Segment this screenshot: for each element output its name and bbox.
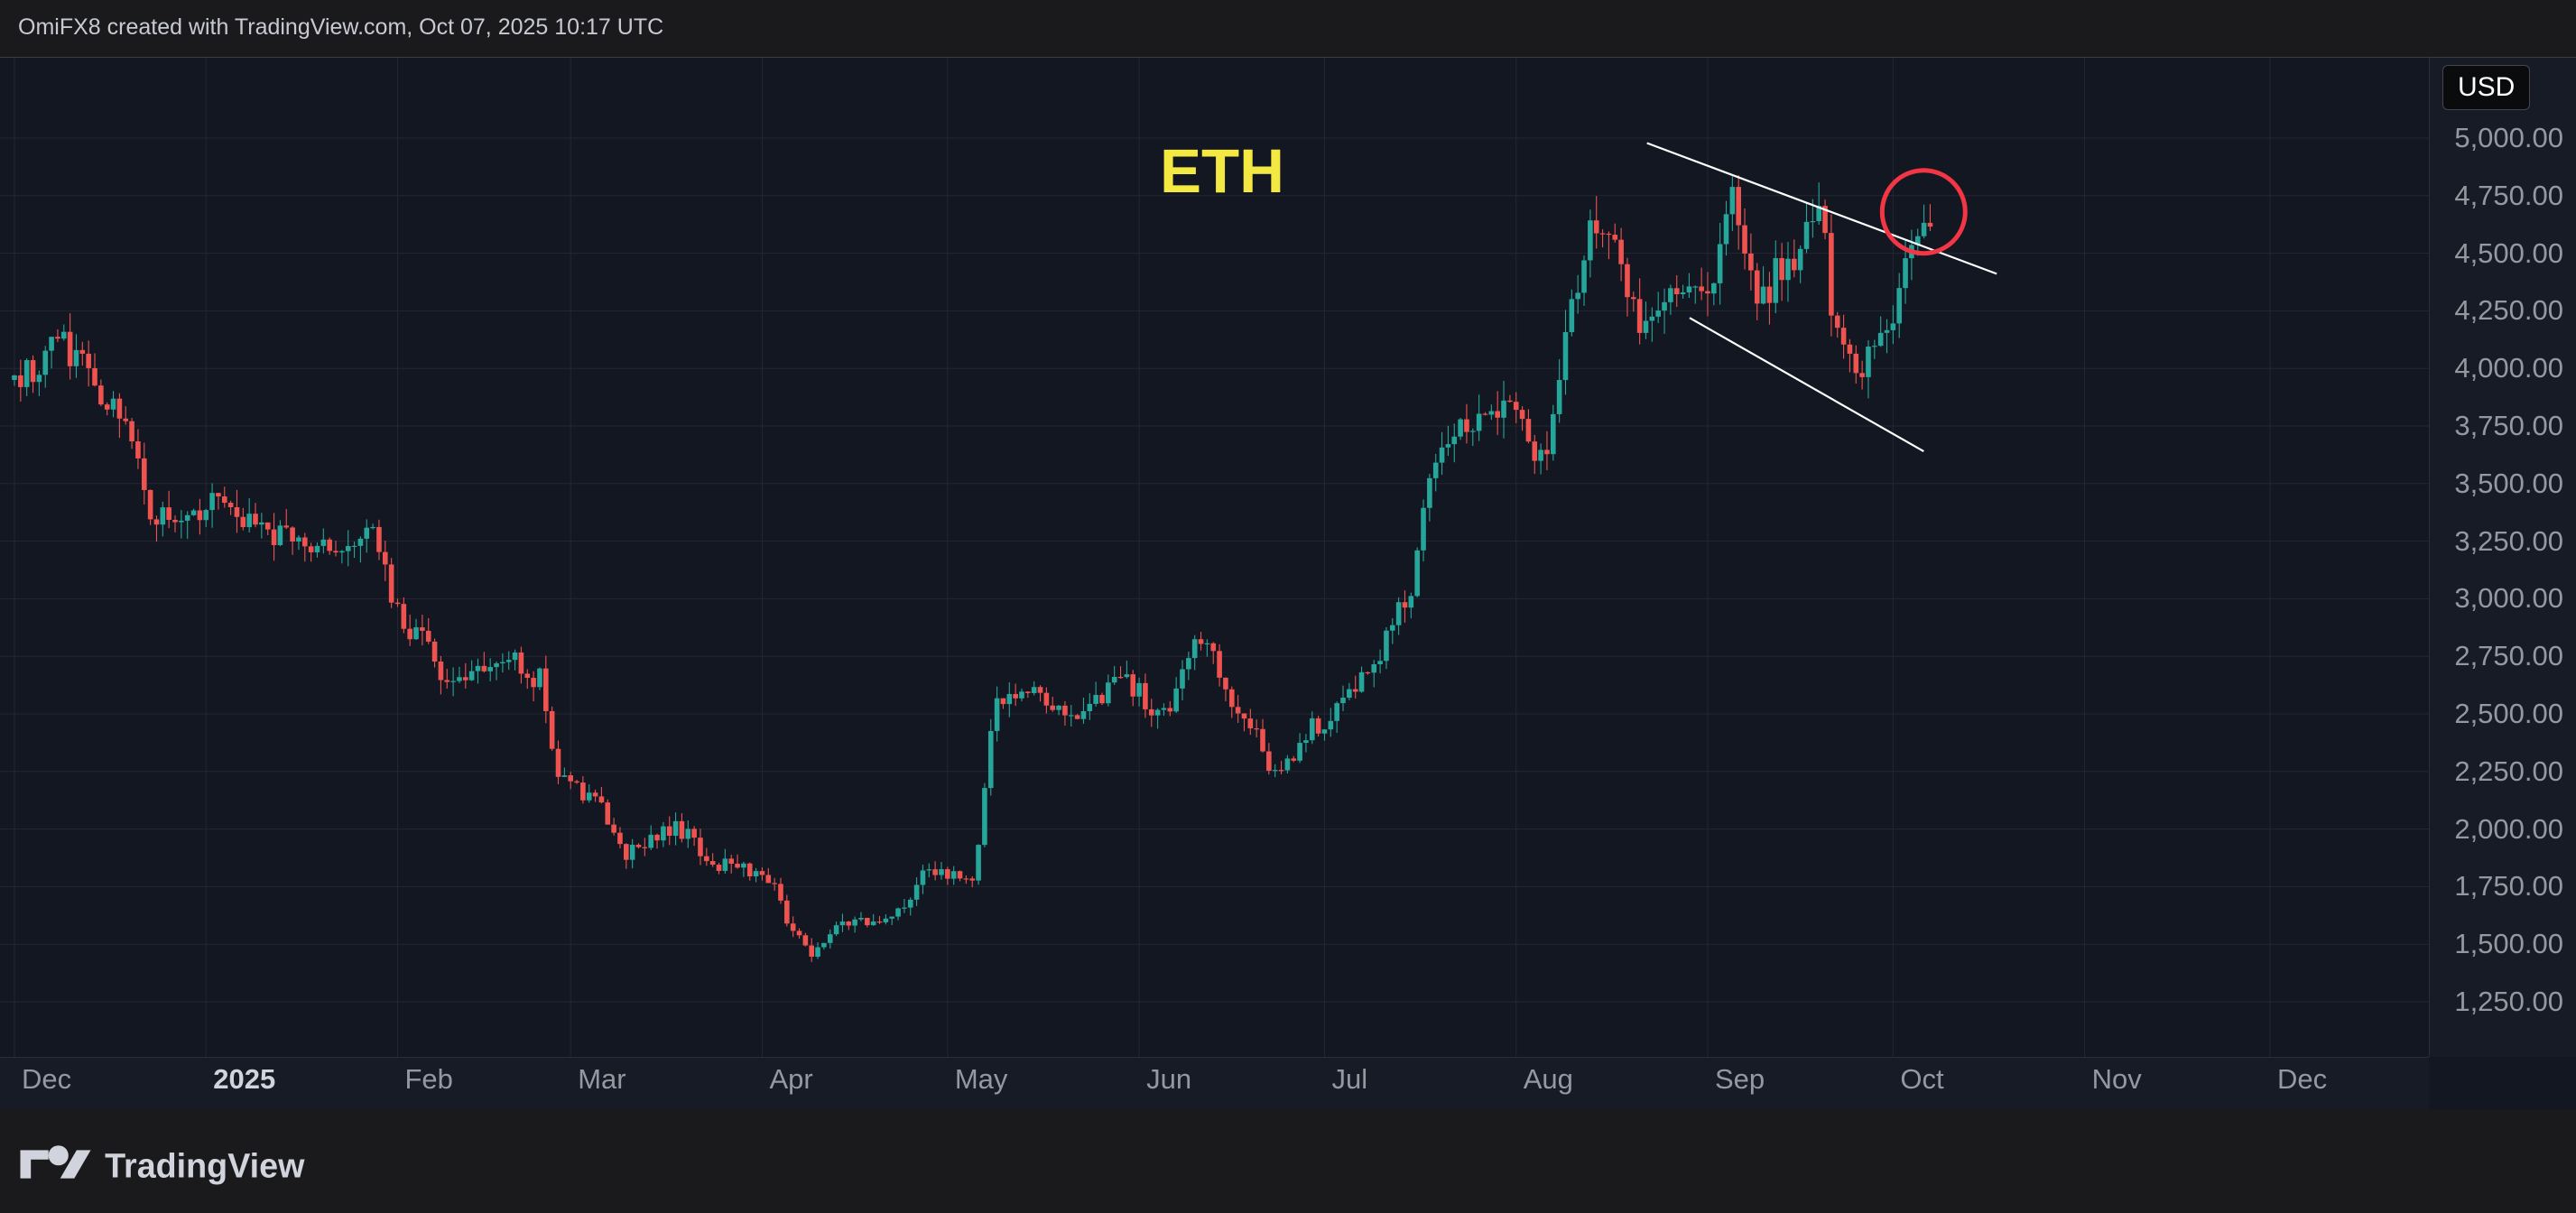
svg-text:TradingView: TradingView [105, 1146, 305, 1184]
